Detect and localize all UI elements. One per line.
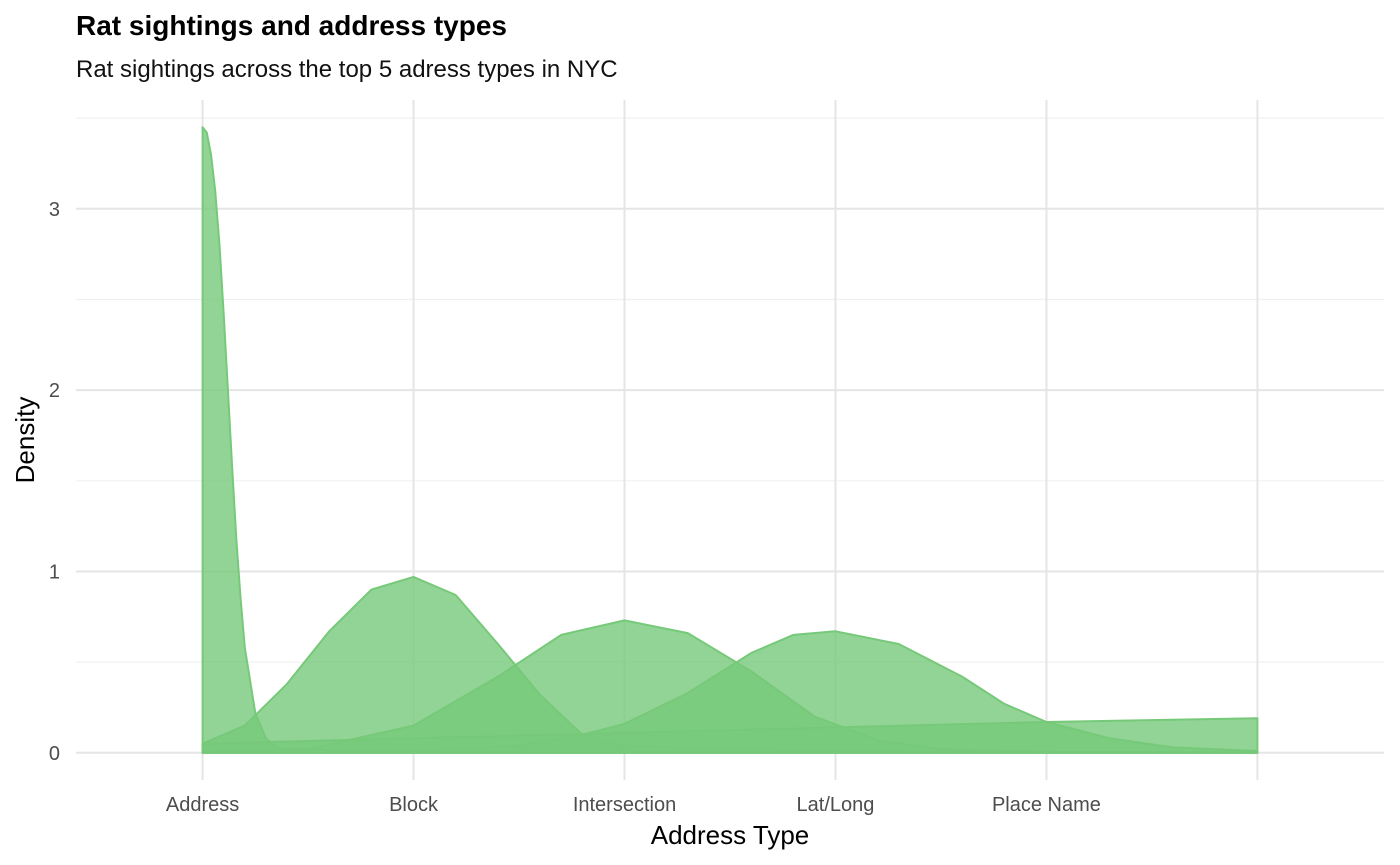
x-axis-title: Address Type [651,820,810,850]
x-tick-label: Lat/Long [797,794,875,816]
y-axis-title: Density [10,397,40,484]
density-areas [201,126,1259,754]
y-tick-label: 1 [49,561,60,583]
chart-subtitle: Rat sightings across the top 5 adress ty… [76,56,618,83]
tick-labels: 0 1 2 3 Address Block Intersection Lat/Long Plac… [49,199,1101,816]
y-tick-label: 2 [49,380,60,402]
y-tick-label: 0 [49,743,60,765]
x-tick-label: Intersection [573,794,676,816]
x-tick-label: Place Name [992,794,1101,816]
x-tick-label: Address [166,794,239,816]
y-tick-label: 3 [49,199,60,221]
chart-title: Rat sightings and address types [76,10,507,41]
x-tick-label: Block [389,794,439,816]
density-area-5 [201,717,1259,754]
